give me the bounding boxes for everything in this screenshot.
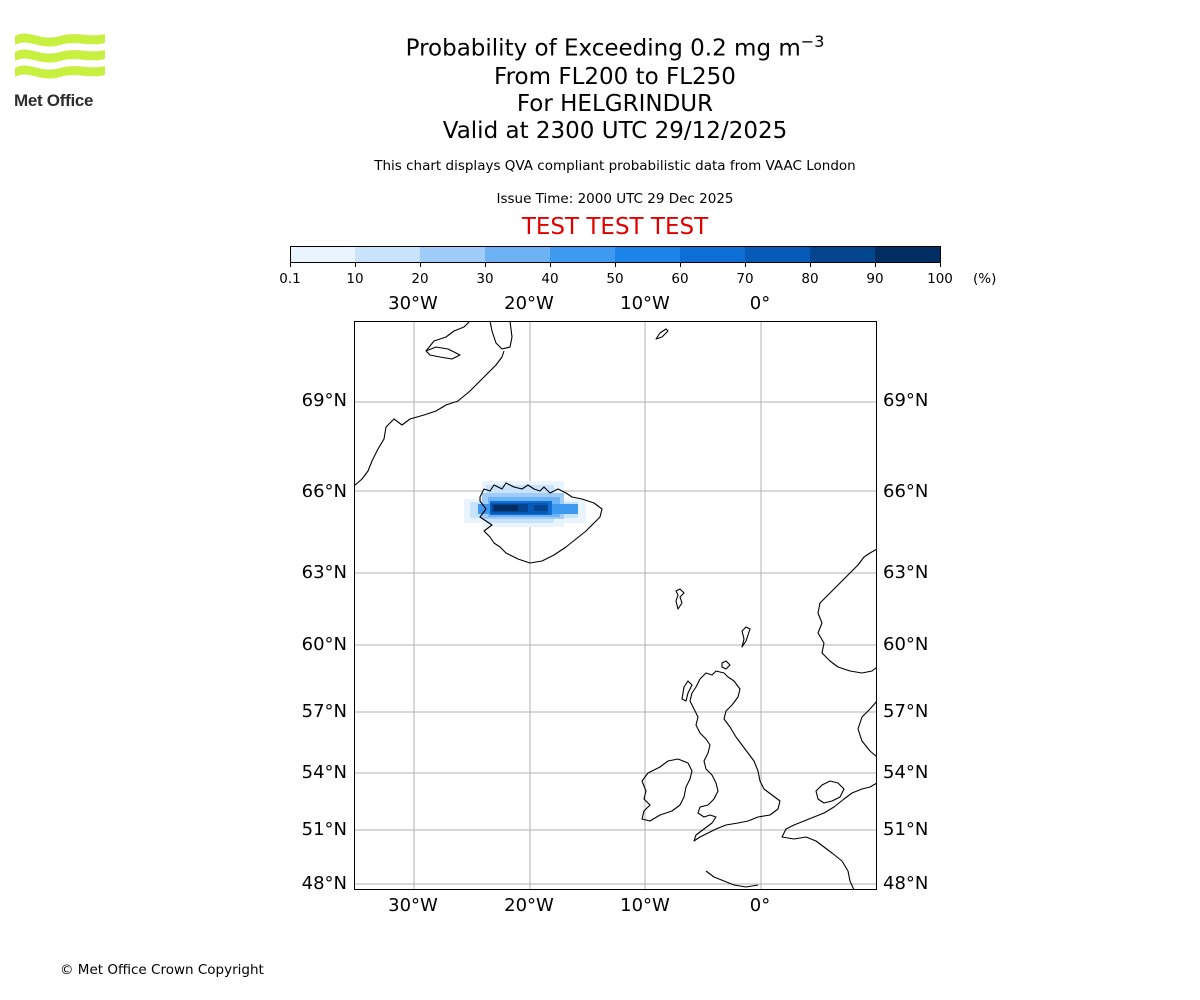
flight-level-range: From FL200 to FL250 bbox=[494, 64, 736, 90]
lat-label-left-48n: 48°N bbox=[301, 873, 347, 894]
chart-subtitle: This chart displays QVA compliant probab… bbox=[374, 158, 856, 174]
colorbar-tick-label: 10 bbox=[346, 271, 364, 287]
lat-label-right-60n: 60°N bbox=[883, 634, 929, 655]
colorbar-cell bbox=[485, 246, 551, 263]
coast-faroe bbox=[675, 588, 685, 610]
met-office-logo bbox=[14, 30, 106, 90]
colorbar-cell bbox=[875, 246, 941, 263]
coast-norway bbox=[817, 548, 877, 674]
lat-label-left-69n: 69°N bbox=[301, 390, 347, 411]
lat-label-right-66n: 66°N bbox=[883, 481, 929, 502]
map-panel bbox=[354, 321, 877, 890]
volcano-name: For HELGRINDUR bbox=[516, 91, 714, 117]
colorbar-unit: (%) bbox=[973, 271, 997, 287]
lat-label-left-66n: 66°N bbox=[301, 481, 347, 502]
coast-denmark bbox=[815, 780, 845, 804]
test-banner: TEST TEST TEST bbox=[521, 214, 709, 240]
coast-great-britain bbox=[689, 670, 781, 842]
lat-label-right-57n: 57°N bbox=[883, 701, 929, 722]
lat-label-right-69n: 69°N bbox=[883, 390, 929, 411]
colorbar-tick-label: 70 bbox=[736, 271, 754, 287]
colorbar-cell bbox=[680, 246, 746, 263]
valid-time: Valid at 2300 UTC 29/12/2025 bbox=[442, 118, 788, 144]
colorbar-tick-label: 60 bbox=[671, 271, 689, 287]
colorbar-tick-label: 90 bbox=[866, 271, 884, 287]
coast-brittany bbox=[705, 870, 759, 888]
lon-label-bottom-20w: 20°W bbox=[504, 895, 554, 916]
colorbar-cell bbox=[810, 246, 876, 263]
coast-greenland-east bbox=[354, 350, 505, 487]
coast-hebrides bbox=[681, 680, 693, 702]
coast-continent bbox=[781, 782, 877, 890]
colorbar-tick-label: 100 bbox=[927, 271, 953, 287]
coast-jan-mayen bbox=[655, 328, 669, 340]
colorbar-cell bbox=[745, 246, 811, 263]
coast-sweden bbox=[857, 700, 877, 758]
coast-orkney bbox=[721, 660, 731, 670]
chart-title: Probability of Exceeding 0.2 mg m−3 bbox=[0, 28, 1200, 63]
lat-label-left-57n: 57°N bbox=[301, 701, 347, 722]
lat-label-left-51n: 51°N bbox=[301, 819, 347, 840]
colorbar-tick-label: 20 bbox=[411, 271, 429, 287]
colorbar-cell bbox=[420, 246, 486, 263]
copyright: © Met Office Crown Copyright bbox=[60, 962, 264, 978]
lat-label-left-63n: 63°N bbox=[301, 562, 347, 583]
lon-label-top-20w: 20°W bbox=[504, 293, 554, 314]
lat-label-left-54n: 54°N bbox=[301, 762, 347, 783]
coast-ireland bbox=[641, 758, 693, 822]
met-office-wave-icon bbox=[15, 33, 105, 79]
colorbar-tick-label: 80 bbox=[801, 271, 819, 287]
colorbar-border bbox=[290, 246, 941, 263]
lat-label-right-54n: 54°N bbox=[883, 762, 929, 783]
colorbar-tick-label: 50 bbox=[606, 271, 624, 287]
chart-title-exponent: −3 bbox=[800, 32, 825, 51]
issue-time: Issue Time: 2000 UTC 29 Dec 2025 bbox=[496, 191, 734, 207]
met-office-logo-text: Met Office bbox=[14, 91, 94, 110]
map-frame bbox=[354, 321, 877, 890]
coast-greenland-north bbox=[425, 321, 513, 352]
chart-title-text: Probability of Exceeding 0.2 mg m bbox=[405, 35, 801, 62]
colorbar-tick-label: 40 bbox=[541, 271, 559, 287]
colorbar-tick-label: 30 bbox=[476, 271, 494, 287]
lat-label-right-63n: 63°N bbox=[883, 562, 929, 583]
lon-label-bottom-30w: 30°W bbox=[388, 895, 438, 916]
coast-greenland-fjord bbox=[425, 346, 461, 360]
lon-label-bottom-0: 0° bbox=[749, 895, 771, 916]
colorbar-cell bbox=[290, 246, 356, 263]
coast-iceland bbox=[479, 482, 603, 564]
lon-label-top-10w: 10°W bbox=[620, 293, 670, 314]
colorbar-cell bbox=[550, 246, 616, 263]
lon-label-top-0: 0° bbox=[749, 293, 771, 314]
lon-label-bottom-10w: 10°W bbox=[620, 895, 670, 916]
lat-label-right-51n: 51°N bbox=[883, 819, 929, 840]
lat-label-left-60n: 60°N bbox=[301, 634, 347, 655]
colorbar-cell bbox=[355, 246, 421, 263]
colorbar bbox=[290, 246, 941, 267]
lon-label-top-30w: 30°W bbox=[388, 293, 438, 314]
colorbar-tick-label: 0.1 bbox=[279, 271, 301, 287]
colorbar-cell bbox=[615, 246, 681, 263]
lat-label-right-48n: 48°N bbox=[883, 873, 929, 894]
coast-shetland bbox=[741, 626, 751, 648]
